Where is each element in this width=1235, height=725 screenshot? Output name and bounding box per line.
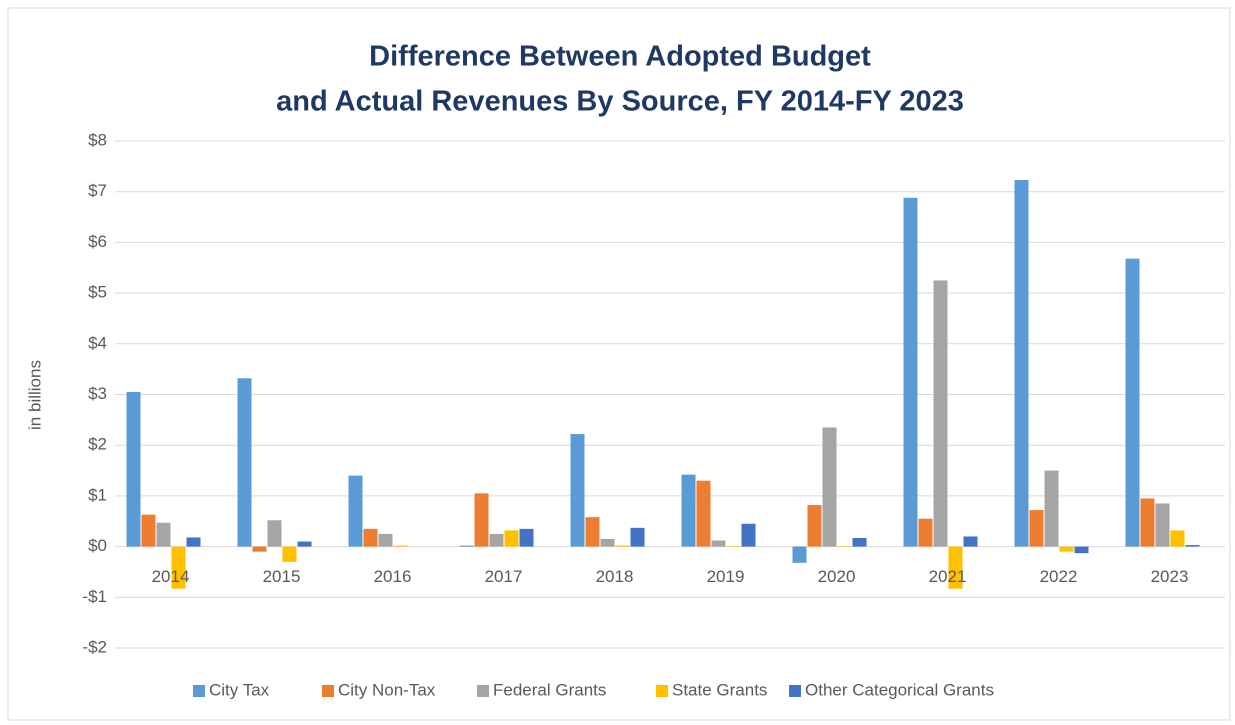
bar <box>585 517 600 547</box>
bar <box>297 541 312 547</box>
bar <box>141 514 156 547</box>
bar <box>696 480 711 547</box>
bar <box>741 523 756 547</box>
legend-swatch <box>322 685 334 697</box>
bar <box>630 527 645 547</box>
bar <box>156 522 171 547</box>
bar <box>1059 546 1074 552</box>
x-tick-label: 2022 <box>1040 567 1078 586</box>
y-tick-label: $3 <box>88 384 107 403</box>
y-tick-label: $1 <box>88 485 107 504</box>
bar <box>903 197 918 547</box>
bar <box>489 533 504 547</box>
bar <box>600 538 615 547</box>
bar <box>519 528 534 547</box>
bar <box>681 474 696 547</box>
bar <box>378 533 393 547</box>
legend-label: State Grants <box>672 680 767 699</box>
bar <box>615 545 630 547</box>
bar <box>186 537 201 547</box>
bar <box>1140 498 1155 547</box>
bar <box>1014 180 1029 547</box>
x-tick-label: 2016 <box>374 567 412 586</box>
bar <box>1074 546 1089 554</box>
bar <box>933 280 948 547</box>
x-tick-label: 2018 <box>596 567 634 586</box>
y-tick-label: -$1 <box>82 587 107 606</box>
bar <box>171 546 186 589</box>
legend-swatch <box>193 685 205 697</box>
bar <box>267 520 282 547</box>
x-tick-label: 2015 <box>263 567 301 586</box>
y-tick-label: $4 <box>88 333 107 352</box>
bar <box>807 505 822 547</box>
legend-swatch <box>789 685 801 697</box>
bar <box>252 546 267 552</box>
y-tick-label: $0 <box>88 536 107 555</box>
bar <box>1170 530 1185 547</box>
x-tick-label: 2020 <box>818 567 856 586</box>
bar <box>963 536 978 547</box>
bar <box>1155 503 1170 547</box>
legend-label: City Tax <box>209 680 270 699</box>
bar <box>363 528 378 547</box>
legend-swatch <box>656 685 668 697</box>
bar <box>837 546 852 547</box>
x-tick-label: 2017 <box>485 567 523 586</box>
bar <box>852 537 867 547</box>
x-tick-label: 2023 <box>1151 567 1189 586</box>
y-tick-label: $6 <box>88 232 107 251</box>
bar <box>393 545 408 547</box>
y-tick-label: $8 <box>88 130 107 149</box>
bar <box>1125 258 1140 547</box>
bar <box>474 493 489 547</box>
chart-title: Difference Between Adopted Budget <box>369 41 871 73</box>
legend-label: Federal Grants <box>493 680 606 699</box>
bar <box>282 546 297 562</box>
bar <box>711 540 726 547</box>
bar <box>570 434 585 547</box>
legend-label: City Non-Tax <box>338 680 436 699</box>
y-tick-label: $7 <box>88 181 107 200</box>
bar <box>237 378 252 547</box>
x-tick-label: 2014 <box>152 567 190 586</box>
y-tick-label: $5 <box>88 283 107 302</box>
bar <box>1185 545 1200 547</box>
bar <box>459 545 474 547</box>
x-tick-label: 2019 <box>707 567 745 586</box>
y-axis-label: in billions <box>25 360 44 430</box>
bar <box>918 518 933 547</box>
bar <box>792 546 807 563</box>
bar <box>1044 470 1059 547</box>
bar <box>504 530 519 547</box>
chart-title: and Actual Revenues By Source, FY 2014-F… <box>276 86 964 118</box>
bar <box>126 391 141 547</box>
legend-label: Other Categorical Grants <box>805 680 994 699</box>
bar <box>948 546 963 589</box>
legend-swatch <box>477 685 489 697</box>
y-tick-label: $2 <box>88 435 107 454</box>
bar <box>348 475 363 547</box>
bar <box>822 427 837 547</box>
y-tick-label: -$2 <box>82 637 107 656</box>
x-tick-label: 2021 <box>929 567 967 586</box>
bar <box>1029 510 1044 547</box>
bar <box>726 546 741 547</box>
